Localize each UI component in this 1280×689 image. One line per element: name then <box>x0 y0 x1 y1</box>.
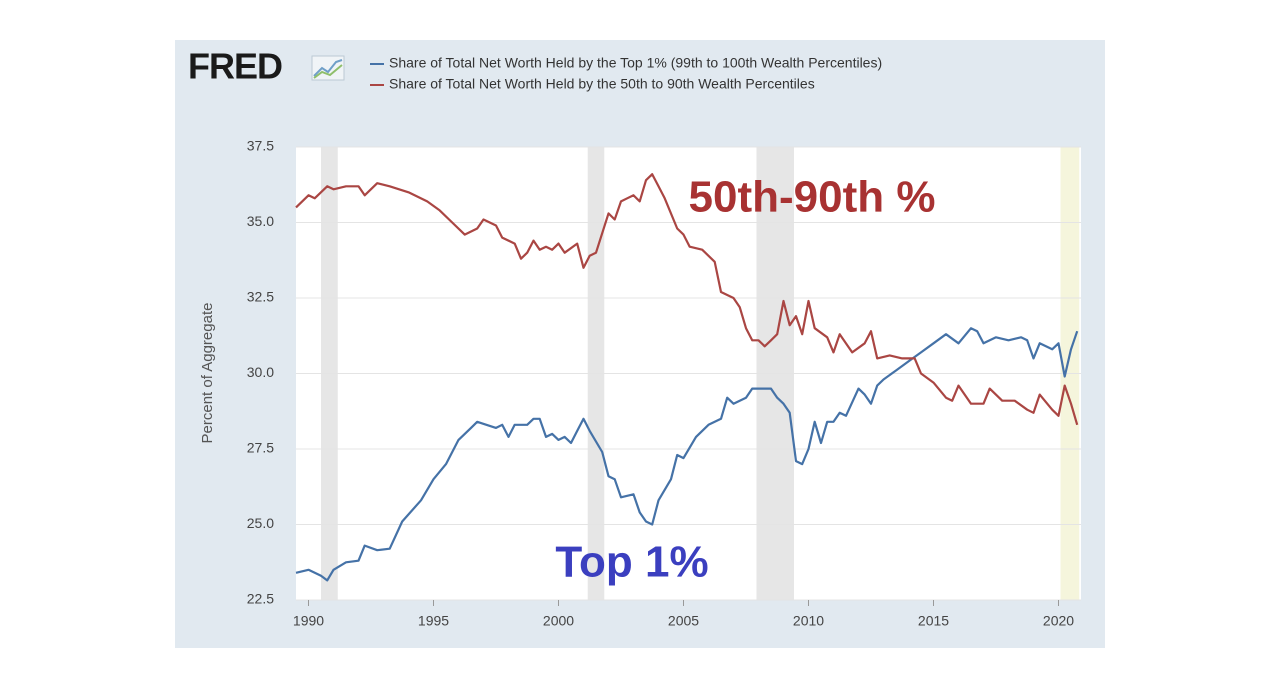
y-tick-label: 25.0 <box>247 515 274 531</box>
x-tick-label: 1990 <box>293 613 324 629</box>
series-line <box>295 327 1079 582</box>
x-tick-label: 2020 <box>1043 613 1074 629</box>
x-tick-label: 2000 <box>543 613 574 629</box>
legend-label: Share of Total Net Worth Held by the 50t… <box>389 76 815 92</box>
x-tick-label: 1995 <box>418 613 449 629</box>
annotation: Top 1% <box>555 538 708 587</box>
logo-icon <box>311 55 345 81</box>
y-tick-label: 27.5 <box>247 440 274 456</box>
y-tick-label: 32.5 <box>247 289 274 305</box>
x-tick-label: 2005 <box>668 613 699 629</box>
x-tick-label: 2015 <box>918 613 949 629</box>
y-tick-label: 35.0 <box>247 213 274 229</box>
x-tick-label: 2010 <box>793 613 824 629</box>
y-tick-label: 30.0 <box>247 364 274 380</box>
series-line <box>295 173 1079 426</box>
y-tick-label: 22.5 <box>247 591 274 607</box>
y-tick-label: 37.5 <box>247 138 274 154</box>
annotation: 50th-90th % <box>689 173 936 222</box>
y-axis-label: Percent of Aggregate <box>199 303 216 444</box>
legend-label: Share of Total Net Worth Held by the Top… <box>389 55 882 71</box>
logo: FRED <box>188 46 282 87</box>
